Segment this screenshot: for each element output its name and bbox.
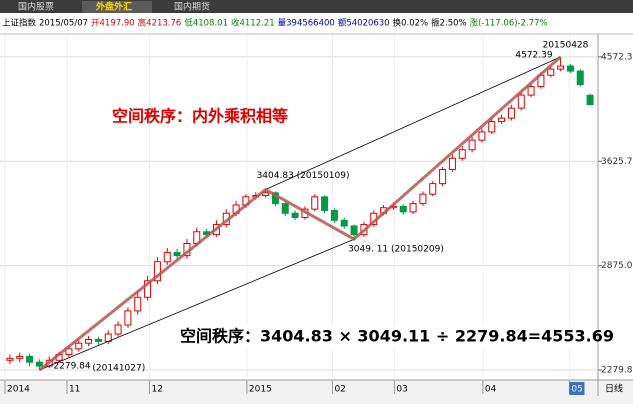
candle-body — [566, 65, 574, 72]
info-field: 量394566400 — [278, 19, 335, 29]
candle-body — [144, 280, 152, 298]
formula-bg — [176, 325, 592, 349]
y-tick-label: 2875.09 — [601, 261, 633, 271]
candle-body — [153, 261, 161, 282]
candle-body — [134, 296, 142, 312]
candle-body — [163, 252, 171, 263]
candle-body — [16, 355, 24, 359]
candle-body — [6, 357, 14, 361]
candle-body — [547, 68, 555, 76]
candle-body — [124, 310, 132, 326]
info-field: 振2.50% — [431, 18, 467, 29]
x-tick-label: 02 — [334, 385, 345, 395]
candle-body — [350, 225, 358, 236]
active-tab — [82, 1, 152, 13]
candle-body — [429, 183, 437, 195]
period-label[interactable]: 日线 — [605, 383, 623, 395]
annotation: 4572.39 — [515, 50, 552, 60]
info-field: 收4112.21 — [231, 18, 275, 29]
candle-body — [399, 205, 407, 213]
candle-body — [281, 203, 289, 214]
candle-body — [262, 192, 270, 197]
annotation: 2279.84 — [53, 362, 90, 372]
candle-body — [291, 212, 299, 218]
info-field: 低4108.01 — [184, 18, 228, 29]
candle-body — [527, 86, 535, 96]
candle-body — [75, 342, 83, 350]
tab[interactable]: 国内股票 — [18, 1, 54, 13]
annotation: 20150428 — [543, 40, 589, 50]
info-field: 开4197.90 — [91, 19, 135, 29]
candle-body — [321, 196, 329, 211]
candle-body — [576, 70, 584, 86]
x-axis-bar — [0, 380, 633, 404]
candle-body — [517, 94, 525, 109]
candle-body — [507, 107, 515, 119]
annotation: 3404.83 (20150109) — [257, 171, 350, 181]
candle-body — [468, 139, 476, 151]
info-field: 2015/05/07 — [39, 19, 88, 29]
x-tick-label: 11 — [69, 385, 80, 395]
x-tick-label: 03 — [396, 385, 407, 395]
annotation: 3049. 11 (20150209) — [348, 245, 444, 255]
tab[interactable]: 国内期货 — [174, 1, 210, 13]
candle-body — [85, 338, 93, 344]
x-tick-label: 12 — [152, 385, 163, 395]
candle-body — [26, 355, 34, 363]
candle-body — [586, 94, 594, 106]
candle-body — [114, 324, 122, 335]
candle-body — [340, 219, 348, 227]
y-tick-label: 2279.84 — [601, 366, 633, 376]
info-field: 涨(-117.06)-2.77% — [470, 18, 548, 29]
candle-body — [448, 157, 456, 170]
candle-body — [330, 209, 338, 221]
x-tick-label: 2014 — [7, 385, 30, 395]
info-field: 额54020630 — [338, 18, 390, 29]
candle-body — [458, 149, 466, 159]
pattern-line — [38, 55, 562, 372]
info-bar: 上证指数 2015/05/07 开4197.90 高4213.76 低4108.01 收4… — [2, 18, 548, 29]
candle-body — [94, 338, 102, 342]
y-tick-label: 4572.39 — [601, 52, 633, 62]
y-tick-label: 3625.74 — [601, 157, 633, 167]
tab[interactable]: 外盘外汇 — [95, 1, 132, 13]
candle-body — [478, 131, 486, 141]
trend-line — [39, 238, 355, 371]
info-field: 换0.02% — [393, 18, 429, 29]
candle-body — [173, 252, 181, 257]
candle-body — [488, 121, 496, 133]
candle-body — [65, 348, 73, 356]
candle-body — [557, 65, 565, 70]
candle-body — [311, 196, 319, 210]
trend-line — [265, 56, 561, 190]
x-tick-label: 2015 — [249, 385, 272, 395]
candle-body — [409, 203, 417, 213]
x-tick-label: 04 — [485, 385, 497, 395]
candle-body — [35, 361, 43, 367]
candle-body — [419, 193, 427, 205]
tab-bar — [0, 0, 633, 13]
annotation: (20141027) — [92, 364, 145, 374]
candle-body — [498, 117, 506, 123]
heading: 空间秩序：内外乘积相等 — [112, 107, 288, 126]
info-field: 上证指数 — [2, 18, 37, 29]
candle-body — [439, 168, 447, 185]
info-field: 高4213.76 — [138, 18, 182, 29]
x-tick-label: 05 — [571, 385, 582, 395]
x-tick-highlight — [569, 382, 585, 395]
formula: 空间秩序：3404.83 × 3049.11 ÷ 2279.84=4553.69 — [180, 327, 614, 346]
